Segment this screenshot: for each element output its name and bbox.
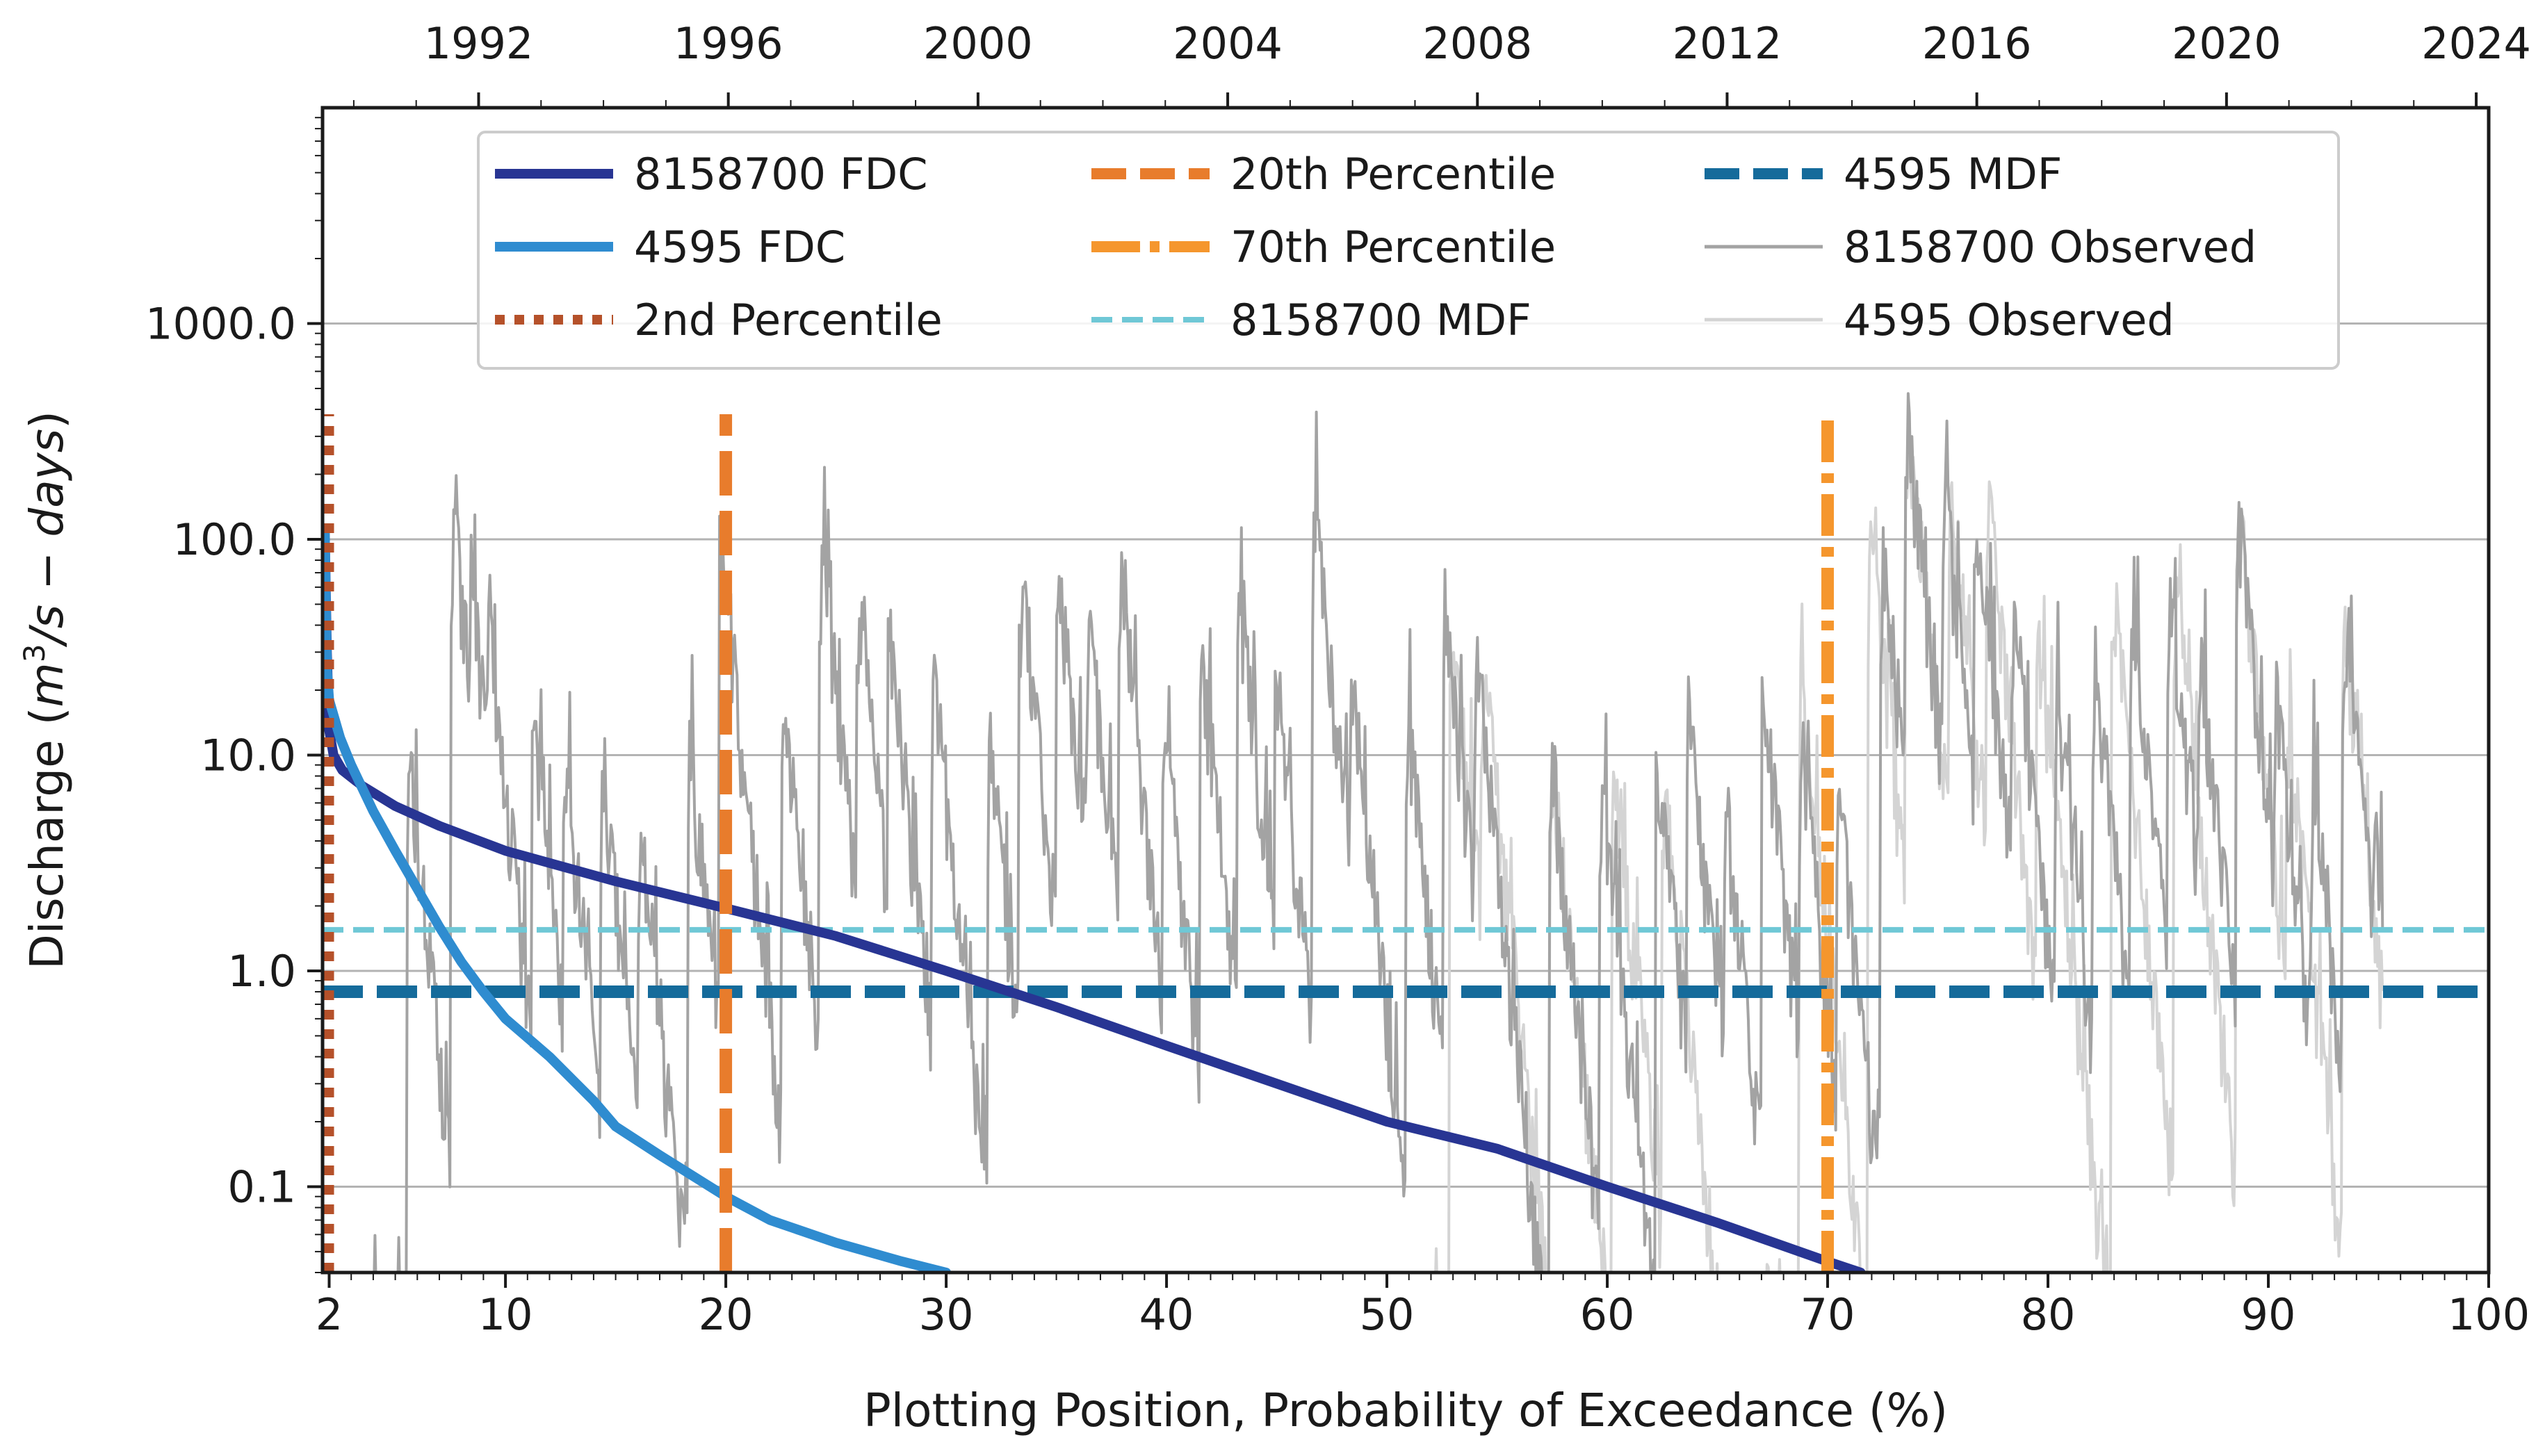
y-axis-title-unit-m: m: [20, 662, 74, 707]
x-tick-label-8: 80: [2021, 1289, 2076, 1340]
legend-label-6: 4595 MDF: [1844, 149, 2062, 199]
legend: 8158700 FDC 4595 FDC 2nd Percentile 20th Pe…: [477, 131, 2340, 370]
legend-label-4: 70th Percentile: [1230, 222, 1556, 272]
top-tick-label-1: 1996: [674, 18, 783, 69]
y-axis-title-unit-sup: 3: [17, 644, 51, 663]
top-tick-label-7: 2020: [2172, 18, 2282, 69]
fdc-series: [323, 525, 1866, 1273]
top-tick-label-6: 2016: [1922, 18, 2032, 69]
legend-label-3: 20th Percentile: [1230, 149, 1556, 199]
legend-label-7: 8158700 Observed: [1844, 222, 2257, 272]
x-tick-label-1: 10: [478, 1289, 533, 1340]
y-tick-label-4: 1000.0: [145, 298, 296, 349]
fdc-8158700-curve: [323, 525, 1866, 1273]
y-tick-label-0: 0.1: [227, 1161, 296, 1212]
top-tick-label-3: 2004: [1173, 18, 1283, 69]
x-axis-title: Plotting Position, Probability of Exceed…: [863, 1384, 1948, 1437]
y-tick-label-3: 100.0: [173, 514, 297, 565]
y-axis-left: 0.1 1.0 10.0 100.0 1000.0: [145, 117, 323, 1273]
x-tick-label-0: 2: [316, 1289, 343, 1340]
x-tick-label-6: 60: [1580, 1289, 1635, 1340]
percentile-reference-lines: [324, 414, 1835, 1273]
mdf-reference-lines: [323, 926, 2489, 999]
top-tick-label-8: 2024: [2421, 18, 2531, 69]
y-axis-title-suffix: ): [20, 411, 74, 429]
x-tick-label-4: 40: [1139, 1289, 1194, 1340]
y-axis-title-prefix: Discharge (: [20, 707, 74, 970]
legend-box: [477, 131, 2340, 370]
y-axis-title: Discharge (m3/s − days): [17, 411, 74, 970]
x-tick-label-7: 70: [1800, 1289, 1855, 1340]
legend-label-1: 4595 FDC: [634, 222, 845, 272]
top-tick-label-5: 2012: [1673, 18, 1782, 69]
top-tick-label-2: 2000: [923, 18, 1033, 69]
x-tick-label-10: 100: [2448, 1289, 2530, 1340]
x-axis-bottom: 2 10 20 30 40 50 60 70 80 90 100: [316, 1273, 2530, 1340]
legend-label-8: 4595 Observed: [1844, 295, 2174, 345]
legend-label-2: 2nd Percentile: [634, 295, 943, 345]
fdc-4595-curve: [323, 525, 952, 1273]
x-tick-label-2: 20: [699, 1289, 754, 1340]
y-axis-title-unit-rest: /s − days: [20, 429, 74, 648]
x-tick-label-9: 90: [2241, 1289, 2296, 1340]
legend-label-5: 8158700 MDF: [1230, 295, 1531, 345]
x-tick-label-5: 50: [1360, 1289, 1415, 1340]
x-axis-top-years: 1992 1996 2000 2004 2008 2012 2016 2020 2024: [352, 18, 2531, 108]
legend-label-0: 8158700 FDC: [634, 149, 928, 199]
y-tick-label-2: 10.0: [200, 730, 296, 780]
top-tick-label-0: 1992: [424, 18, 534, 69]
x-tick-label-3: 30: [919, 1289, 974, 1340]
y-tick-label-1: 1.0: [227, 946, 296, 997]
top-tick-label-4: 2008: [1422, 18, 1532, 69]
